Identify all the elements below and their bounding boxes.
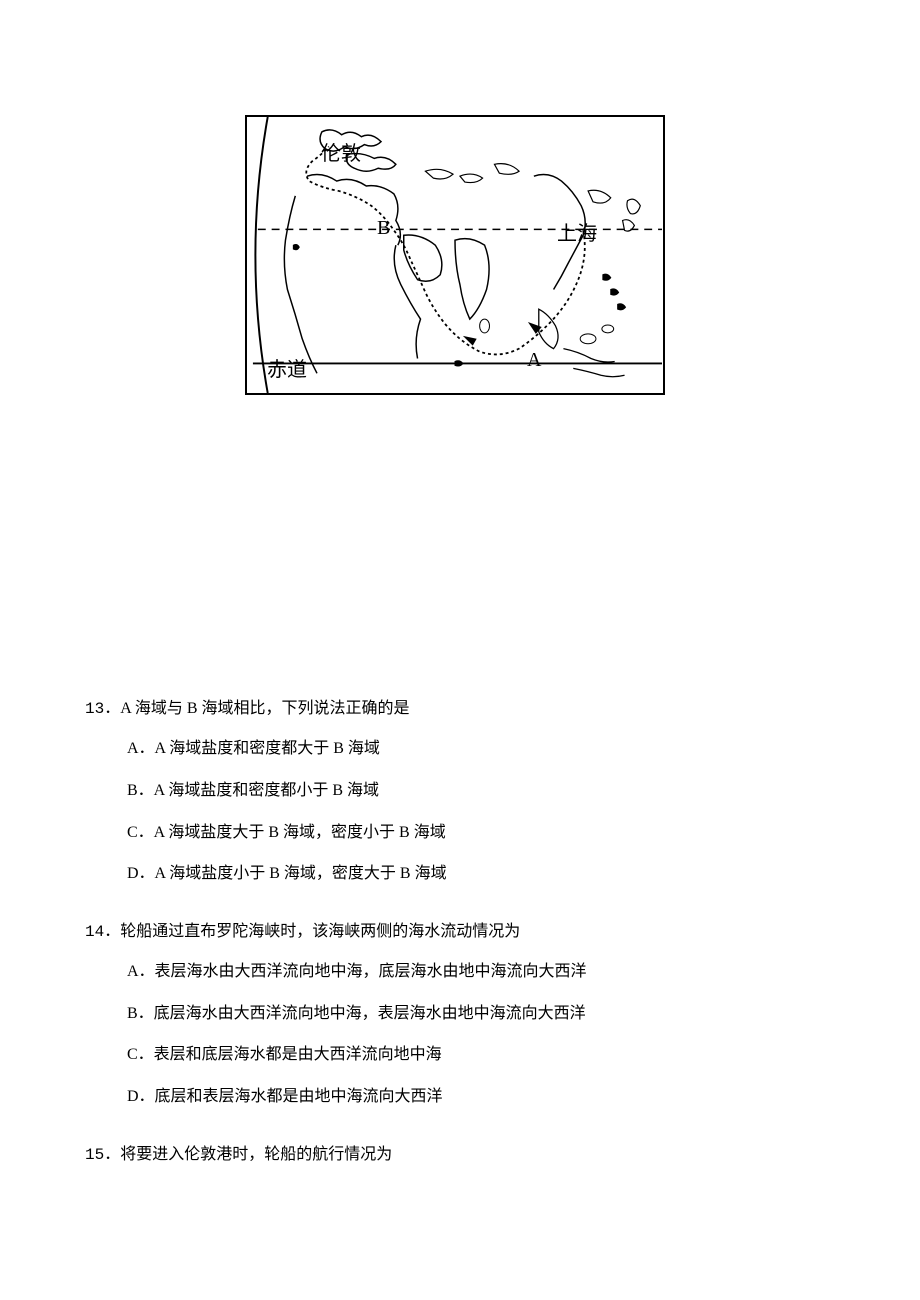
option-a: A．A 海域盐度和密度都大于 B 海域 [85,728,835,770]
map-label-london: 伦敦 [321,137,361,166]
map-svg [247,117,663,393]
option-b: B．底层海水由大西洋流向地中海，表层海水由地中海流向大西洋 [85,993,835,1035]
option-c: C．表层和底层海水都是由大西洋流向地中海 [85,1034,835,1076]
question-15: 15．将要进入伦敦港时，轮船的航行情况为 [85,1136,835,1174]
map-label-shanghai: 上海 [557,217,597,246]
map-label-equator: 赤道 [267,353,307,382]
question-stem: 14．轮船通过直布罗陀海峡时，该海峡两侧的海水流动情况为 [85,913,835,951]
question-stem-text: ．轮船通过直布罗陀海峡时，该海峡两侧的海水流动情况为 [104,923,520,940]
questions-block: 13．A 海域与 B 海域相比，下列说法正确的是 A．A 海域盐度和密度都大于 … [85,690,835,1192]
question-stem-text: ．A 海域与 B 海域相比，下列说法正确的是 [104,700,409,717]
map-label-point-a: A [527,349,541,372]
question-stem: 15．将要进入伦敦港时，轮船的航行情况为 [85,1136,835,1174]
option-a: A．表层海水由大西洋流向地中海，底层海水由地中海流向大西洋 [85,951,835,993]
question-13: 13．A 海域与 B 海域相比，下列说法正确的是 A．A 海域盐度和密度都大于 … [85,690,835,895]
map-label-point-b: B [377,217,390,240]
option-d: D．A 海域盐度小于 B 海域，密度大于 B 海域 [85,853,835,895]
question-stem-text: ．将要进入伦敦港时，轮船的航行情况为 [104,1146,392,1163]
option-d: D．底层和表层海水都是由地中海流向大西洋 [85,1076,835,1118]
question-number: 15 [85,1146,104,1164]
question-number: 14 [85,923,104,941]
question-14: 14．轮船通过直布罗陀海峡时，该海峡两侧的海水流动情况为 A．表层海水由大西洋流… [85,913,835,1118]
option-c: C．A 海域盐度大于 B 海域，密度小于 B 海域 [85,812,835,854]
question-stem: 13．A 海域与 B 海域相比，下列说法正确的是 [85,690,835,728]
question-number: 13 [85,700,104,718]
option-b: B．A 海域盐度和密度都小于 B 海域 [85,770,835,812]
map-figure: 伦敦 上海 赤道 A B [245,115,665,395]
